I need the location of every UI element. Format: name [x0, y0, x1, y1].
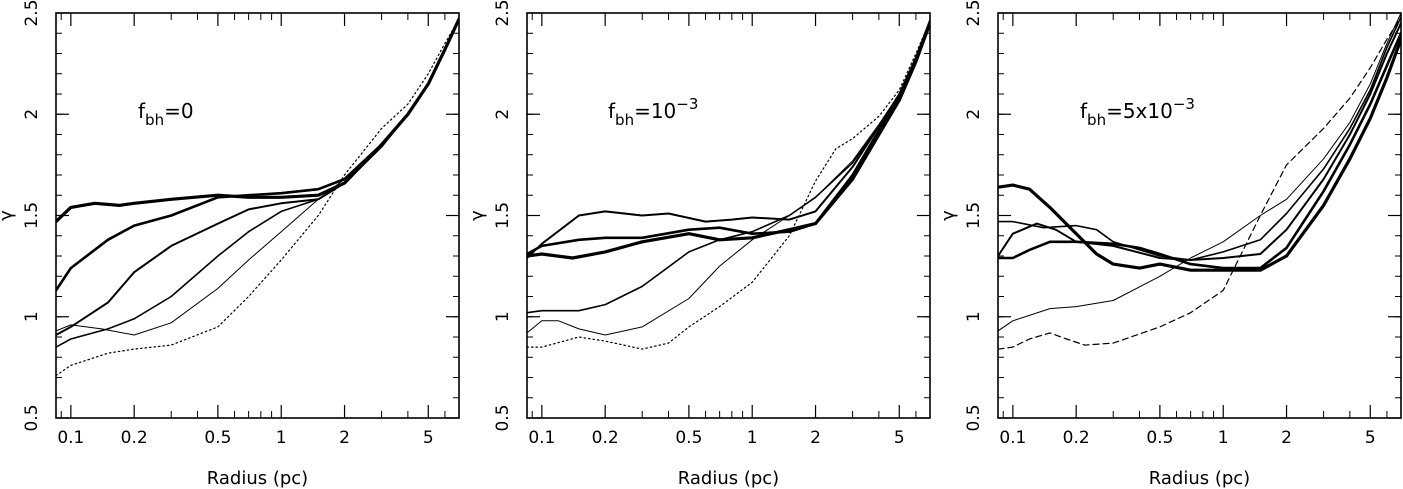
x-tick-label: 0.1 — [528, 428, 555, 448]
panel-1: 0.1 0.2 0.5 1 2 5 0.5 1 1.5 2 2.5 Radius (pc) γ fbh=0 — [0, 0, 460, 489]
series-line-6 — [527, 21, 930, 260]
x-axis-title: Radius (pc) — [678, 468, 779, 489]
annot-sub: bh — [615, 111, 634, 129]
y-tick-label: 1 — [22, 311, 42, 322]
series-line-4 — [527, 20, 930, 259]
y-tick-label: 0.5 — [964, 404, 984, 431]
series-line-6 — [998, 37, 1401, 272]
x-axis-title: Radius (pc) — [207, 468, 308, 489]
series-line-2 — [998, 13, 1401, 332]
annot-sub: bh — [145, 111, 164, 129]
y-tick-label: 2.5 — [22, 0, 42, 27]
x-tick-label: 2 — [339, 428, 350, 448]
plot-frame — [997, 12, 1402, 419]
panel-3: 0.1 0.2 0.5 1 2 5 0.5 1 1.5 2 2.5 Radius (pc) γ fbh=5… — [938, 0, 1402, 489]
series-line-1 — [998, 16, 1401, 350]
x-tick-label: 0.5 — [204, 428, 231, 448]
x-tick-label: 1 — [1218, 428, 1229, 448]
annot-base: f — [1080, 99, 1088, 123]
y-axis-title: γ — [467, 210, 488, 221]
x-tick-label: 1 — [276, 428, 287, 448]
annot-mid: =0 — [164, 99, 193, 123]
annot-mid: =10 — [634, 99, 676, 123]
y-axis-title: γ — [0, 210, 17, 221]
x-tick-label: 5 — [1365, 428, 1376, 448]
y-tick-label: 0.5 — [22, 404, 42, 431]
fbh-annotation: fbh=5x10−3 — [1080, 95, 1195, 129]
x-tick-label: 0.2 — [1063, 428, 1090, 448]
x-tick-label: 2 — [1281, 428, 1292, 448]
annot-mid: =5x10 — [1106, 99, 1173, 123]
x-tick-label: 0.5 — [675, 428, 702, 448]
y-tick-label: 1 — [493, 311, 513, 322]
y-tick-label: 2.5 — [964, 0, 984, 27]
y-tick-label: 2 — [964, 109, 984, 120]
annot-sub: bh — [1087, 111, 1106, 129]
annot-base: f — [608, 99, 616, 123]
x-tick-label: 0.1 — [57, 428, 84, 448]
fbh-annotation: fbh=10−3 — [608, 95, 698, 129]
plot-frame — [55, 12, 460, 419]
series-line-5 — [56, 17, 459, 292]
y-tick-label: 2 — [493, 109, 513, 120]
y-tick-label: 1.5 — [493, 202, 513, 229]
x-axis-title: Radius (pc) — [1149, 468, 1250, 489]
y-tick-label: 2 — [22, 109, 42, 120]
series-line-1 — [527, 20, 930, 350]
series-line-5 — [998, 31, 1401, 270]
x-tick-label: 0.1 — [999, 428, 1026, 448]
x-tick-label: 0.5 — [1146, 428, 1173, 448]
series-line-1 — [56, 18, 459, 377]
series-line-6 — [56, 17, 459, 224]
annot-sup: −3 — [1173, 95, 1195, 113]
panel-2: 0.1 0.2 0.5 1 2 5 0.5 1 1.5 2 2.5 Radius (pc) γ fbh=1… — [467, 0, 931, 489]
series-line-2 — [56, 18, 459, 336]
annot-sup: −3 — [676, 95, 698, 113]
series-line-3 — [56, 18, 459, 348]
y-tick-label: 0.5 — [493, 404, 513, 431]
y-axis-title: γ — [938, 210, 959, 221]
series-line-3 — [998, 16, 1401, 261]
y-tick-label: 1.5 — [22, 202, 42, 229]
series-line-4 — [56, 18, 459, 336]
series-line-3 — [527, 20, 930, 314]
y-tick-label: 1 — [964, 311, 984, 322]
x-tick-label: 5 — [423, 428, 434, 448]
plot-frame — [526, 12, 931, 419]
x-tick-label: 5 — [894, 428, 905, 448]
annot-base: f — [138, 99, 146, 123]
x-tick-label: 2 — [810, 428, 821, 448]
x-tick-label: 0.2 — [121, 428, 148, 448]
x-tick-label: 1 — [747, 428, 758, 448]
fbh-annotation: fbh=0 — [138, 99, 194, 129]
y-tick-label: 2.5 — [493, 0, 513, 27]
series-line-4 — [998, 22, 1401, 261]
series-line-2 — [527, 20, 930, 336]
x-tick-label: 0.2 — [592, 428, 619, 448]
y-tick-label: 1.5 — [964, 202, 984, 229]
